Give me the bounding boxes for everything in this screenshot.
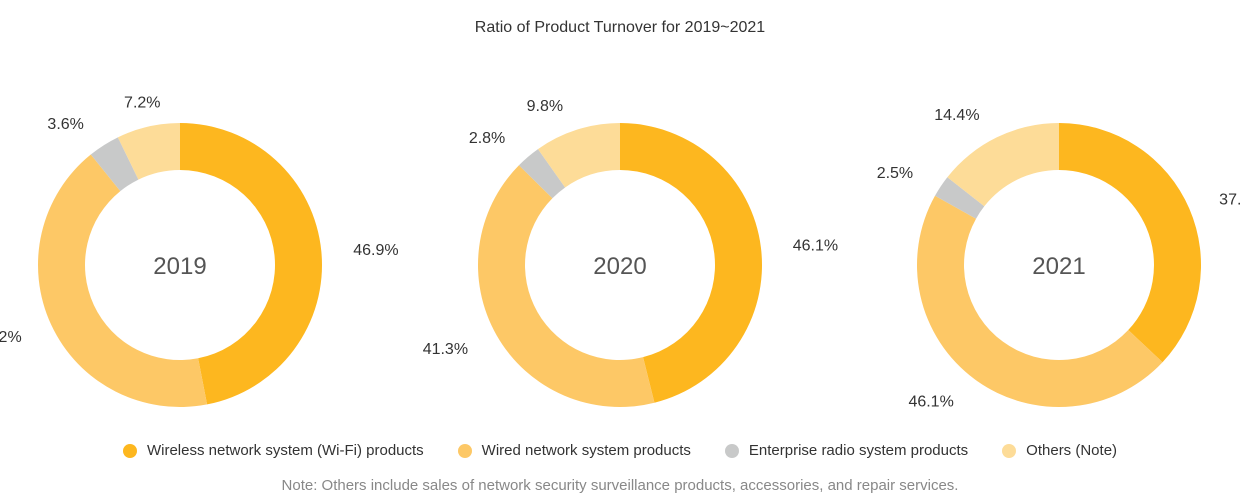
data-label: 7.2% bbox=[124, 94, 160, 111]
year-label: 2021 bbox=[1032, 253, 1085, 280]
footnote: Note: Others include sales of network se… bbox=[281, 477, 959, 494]
donut-slice-2019-0 bbox=[180, 123, 323, 405]
legend-item-radio[interactable]: Enterprise radio system products bbox=[724, 442, 969, 459]
data-label: 41.3% bbox=[423, 341, 468, 358]
data-label: 46.1% bbox=[908, 394, 953, 411]
data-label: 46.1% bbox=[793, 237, 838, 254]
donut-slice-2019-1 bbox=[37, 154, 208, 408]
year-label: 2020 bbox=[593, 253, 646, 280]
data-label: 9.8% bbox=[527, 98, 563, 115]
donut-slice-2019-2 bbox=[90, 137, 139, 192]
donut-slice-2021-2 bbox=[934, 177, 985, 219]
donut-slice-2019-3 bbox=[117, 123, 180, 180]
data-label: 2.8% bbox=[469, 130, 505, 147]
legend-label: Wired network system products bbox=[481, 442, 691, 459]
legend-label: Enterprise radio system products bbox=[748, 442, 969, 459]
year-label: 2019 bbox=[153, 253, 206, 280]
legend: Wireless network system (Wi-Fi) products… bbox=[0, 442, 1240, 459]
legend-swatch bbox=[1002, 443, 1017, 458]
data-label: 42.2% bbox=[0, 329, 22, 346]
legend-item-others[interactable]: Others (Note) bbox=[1002, 442, 1117, 459]
data-label: 3.6% bbox=[47, 116, 83, 133]
legend-swatch bbox=[457, 443, 472, 458]
donut-slice-2021-3 bbox=[947, 123, 1059, 207]
legend-item-wired[interactable]: Wired network system products bbox=[457, 442, 691, 459]
donut-slice-2020-1 bbox=[478, 165, 655, 407]
donut-slice-2020-0 bbox=[620, 123, 763, 403]
chart-title: Ratio of Product Turnover for 2019~2021 bbox=[474, 19, 766, 36]
data-label: 37.0% bbox=[1219, 191, 1240, 208]
donut-slice-2021-1 bbox=[916, 195, 1163, 408]
data-label: 46.9% bbox=[353, 242, 398, 259]
legend-swatch bbox=[122, 443, 137, 458]
data-label: 14.4% bbox=[934, 107, 979, 124]
donut-slice-2020-2 bbox=[518, 149, 566, 199]
legend-label: Wireless network system (Wi-Fi) products bbox=[146, 442, 424, 459]
legend-swatch bbox=[724, 443, 739, 458]
legend-label: Others (Note) bbox=[1026, 442, 1118, 459]
data-label: 2.5% bbox=[877, 165, 913, 182]
donut-slice-2021-0 bbox=[1059, 123, 1201, 363]
legend-item-wifi[interactable]: Wireless network system (Wi-Fi) products bbox=[122, 442, 424, 459]
donut-slice-2020-3 bbox=[537, 123, 620, 188]
